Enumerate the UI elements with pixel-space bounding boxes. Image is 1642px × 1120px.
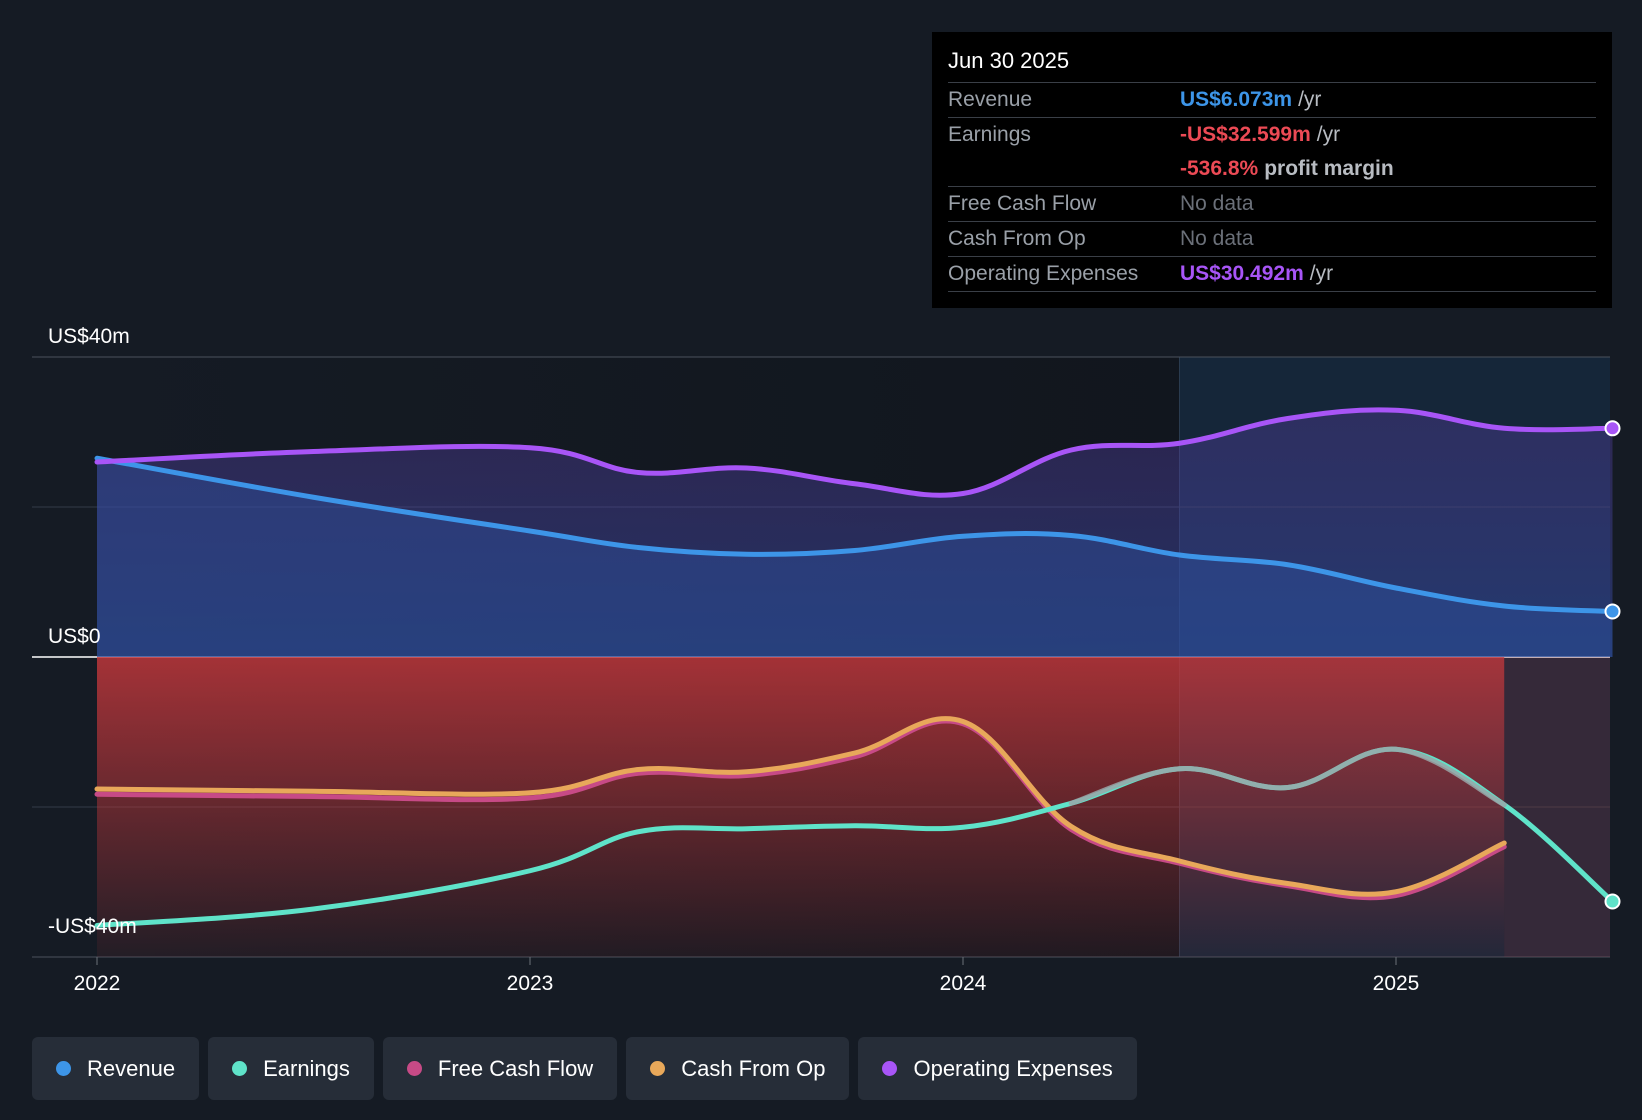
legend-item-free-cash-flow[interactable]: Free Cash Flow bbox=[382, 1037, 618, 1100]
tooltip-label bbox=[948, 152, 1180, 186]
tooltip-unit: /yr bbox=[1316, 123, 1341, 146]
legend-item-operating-expenses[interactable]: Operating Expenses bbox=[858, 1037, 1137, 1100]
tooltip-label: Revenue bbox=[948, 88, 1033, 111]
tooltip-date: Jun 30 2025 bbox=[948, 46, 1596, 83]
end-dot-revenue bbox=[1604, 603, 1621, 620]
legend-dot-icon bbox=[406, 1061, 422, 1076]
tooltip: Jun 30 2025 Revenue US$6.073m/yr Earnings -… bbox=[932, 32, 1612, 308]
tooltip-value: No data bbox=[1180, 227, 1254, 250]
legend-item-earnings[interactable]: Earnings bbox=[208, 1037, 374, 1100]
tooltip-row: Earnings -US$32.599m/yr bbox=[948, 118, 1596, 152]
tooltip-row: Revenue US$6.073m/yr bbox=[948, 83, 1596, 118]
tooltip-unit: /yr bbox=[1309, 262, 1334, 285]
y-tick-label: US$40m bbox=[48, 325, 130, 348]
tooltip-unit: /yr bbox=[1298, 88, 1322, 111]
legend-label: Free Cash Flow bbox=[437, 1055, 594, 1081]
series-line-cash-from-op bbox=[94, 716, 1507, 897]
negative-earnings-area-forecast bbox=[1504, 657, 1610, 957]
legend-label: Cash From Op bbox=[681, 1055, 826, 1081]
operating-expenses-area bbox=[97, 409, 1613, 657]
tooltip-row: -536.8% profit margin bbox=[948, 152, 1596, 187]
end-dot-earnings bbox=[1604, 893, 1621, 910]
tooltip-value: US$6.073m bbox=[1180, 88, 1293, 111]
y-tick-label: US$0 bbox=[48, 625, 101, 648]
legend: Revenue Earnings Free Cash Flow Cash From O… bbox=[32, 1037, 1137, 1100]
tooltip-label: Free Cash Flow bbox=[948, 192, 1097, 215]
tooltip-unit: profit margin bbox=[1264, 157, 1394, 180]
legend-label: Operating Expenses bbox=[913, 1055, 1113, 1081]
x-tick-label: 2024 bbox=[940, 972, 987, 995]
tooltip-row: Cash From Op No data bbox=[948, 222, 1596, 257]
tooltip-value: US$30.492m bbox=[1180, 262, 1304, 285]
series-line-revenue bbox=[94, 455, 1615, 614]
tooltip-label: Earnings bbox=[948, 123, 1031, 146]
tooltip-value: -US$32.599m bbox=[1180, 123, 1311, 146]
legend-dot-icon bbox=[232, 1061, 248, 1076]
revenue-area bbox=[97, 458, 1613, 657]
end-dot-operating-expenses bbox=[1604, 420, 1621, 437]
x-tick-label: 2023 bbox=[507, 972, 554, 995]
legend-dot-icon bbox=[56, 1061, 71, 1076]
tooltip-label: Operating Expenses bbox=[948, 262, 1139, 285]
legend-label: Earnings bbox=[263, 1055, 350, 1081]
legend-label: Revenue bbox=[87, 1055, 176, 1081]
tooltip-label: Cash From Op bbox=[948, 227, 1086, 250]
tooltip-row: Operating Expenses US$30.492m/yr bbox=[948, 257, 1596, 292]
x-tick-label: 2025 bbox=[1373, 972, 1420, 995]
legend-item-cash-from-op[interactable]: Cash From Op bbox=[626, 1037, 850, 1100]
tooltip-value: No data bbox=[1180, 192, 1254, 215]
legend-item-revenue[interactable]: Revenue bbox=[32, 1037, 200, 1100]
tooltip-row: Free Cash Flow No data bbox=[948, 187, 1596, 222]
series-line-operating-expenses bbox=[94, 407, 1615, 498]
x-tick-label: 2022 bbox=[74, 972, 121, 995]
legend-dot-icon bbox=[882, 1061, 898, 1076]
tooltip-value: -536.8% bbox=[1180, 157, 1259, 180]
earnings-forecast-overlay bbox=[1068, 746, 1507, 808]
y-tick-label: -US$40m bbox=[48, 915, 137, 938]
legend-dot-icon bbox=[650, 1061, 666, 1076]
